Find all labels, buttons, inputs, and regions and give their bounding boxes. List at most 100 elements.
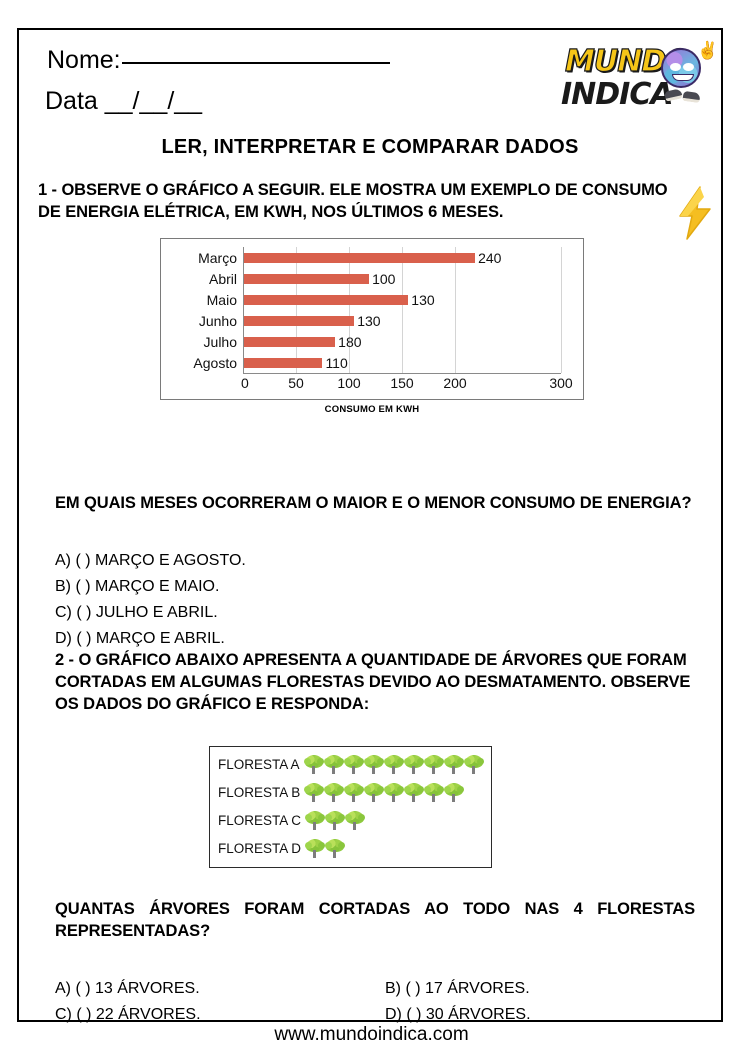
- bar-category-label: Abril: [208, 270, 237, 287]
- tree-icon: [305, 838, 326, 859]
- question1-options: A) ( ) MARÇO E AGOSTO. B) ( ) MARÇO E MAI…: [55, 548, 475, 652]
- student-name-label: Nome:: [47, 46, 121, 74]
- shoe-right-icon: [682, 90, 701, 104]
- logo-text-indica: INDICA: [561, 77, 674, 112]
- question2-options: A) ( ) 13 ÁRVORES. B) ( ) 17 ÁRVORES. C) (…: [55, 976, 715, 1028]
- bar-row: Abril 100: [209, 268, 561, 289]
- mundo-indica-logo: MUNDO INDICA ✌: [557, 36, 718, 122]
- bar: [244, 294, 409, 305]
- bar: [244, 336, 336, 347]
- x-tick-label-0: 0: [241, 375, 249, 391]
- y-axis-line: [243, 247, 244, 373]
- tree-icon: [384, 782, 405, 803]
- tree-icon: [323, 754, 344, 775]
- tree-icon: [343, 754, 364, 775]
- x-tick-label-300: 300: [549, 375, 573, 391]
- tree-icon: [383, 754, 404, 775]
- question1-stem: 1 - OBSERVE O GRÁFICO A SEGUIR. ELE MOST…: [38, 181, 668, 221]
- tree-icon: [345, 810, 366, 831]
- bar-value-label: 240: [478, 249, 502, 266]
- tree-icon: [344, 782, 365, 803]
- question2-option-c[interactable]: C) ( ) 22 ÁRVORES.: [55, 1005, 201, 1023]
- bar: [244, 357, 323, 368]
- gridline-100: [349, 247, 350, 373]
- question1-option-d[interactable]: D) ( ) MARÇO E ABRIL.: [55, 629, 225, 647]
- pictogram-category-label: FLORESTA C: [218, 812, 302, 828]
- tree-icon: [403, 754, 424, 775]
- tree-icon: [424, 782, 445, 803]
- tree-icon: [443, 754, 464, 775]
- bar-value-label: 180: [338, 333, 362, 350]
- x-tick-label-100: 100: [337, 375, 361, 391]
- gridline-50: [296, 247, 297, 373]
- tree-icon: [423, 754, 444, 775]
- tree-strip: [305, 810, 366, 831]
- date-field[interactable]: Data __/__/__: [45, 87, 203, 115]
- bar-row: Maio 130: [207, 289, 561, 310]
- bar-chart-x-axis-title: CONSUMO EM KWH: [324, 404, 420, 415]
- x-axis-line: [243, 373, 561, 374]
- tree-icon: [325, 810, 346, 831]
- tree-icon: [363, 754, 384, 775]
- bar-row: Agosto 110: [193, 352, 561, 373]
- bar: [244, 252, 476, 263]
- bar-chart-x-ticks: 0 50 100 150 200 300: [241, 375, 573, 393]
- bar-category-label: Julho: [203, 333, 237, 350]
- tree-icon: [305, 810, 326, 831]
- pictogram-row: FLORESTA D: [218, 835, 346, 861]
- tree-icon: [444, 782, 465, 803]
- page-title: LER, INTERPRETAR E COMPARAR DADOS: [161, 136, 579, 158]
- question1-sub-question: EM QUAIS MESES OCORRERAM O MAIOR E O MEN…: [55, 494, 692, 512]
- bar-category-label: Agosto: [193, 354, 237, 371]
- globe-character-icon: [661, 48, 701, 88]
- x-tick-label-50: 50: [288, 375, 304, 391]
- energy-consumption-bar-chart: Março 240 Abril 100 Maio 130 Junho 130 Julho 180 A…: [160, 238, 584, 415]
- bar-value-label: 100: [372, 270, 396, 287]
- bar: [244, 315, 355, 326]
- question1-option-c[interactable]: C) ( ) JULHO E ABRIL.: [55, 603, 218, 621]
- tree-icon: [304, 782, 325, 803]
- bar-value-label: 130: [411, 291, 435, 308]
- bar: [244, 273, 370, 284]
- bar-row: Março 240: [198, 247, 561, 268]
- lightning-bolt-icon: [674, 185, 716, 241]
- worksheet-page-border: Nome: Data __/__/__ MUNDO INDICA ✌ LER, …: [17, 28, 723, 1023]
- tree-icon: [324, 782, 345, 803]
- gridline-300: [561, 247, 562, 373]
- student-name-rule: [121, 61, 390, 64]
- bar-value-label: 130: [357, 312, 381, 329]
- tree-strip: [305, 838, 346, 859]
- student-name-field[interactable]: Nome:: [47, 46, 390, 75]
- bar-row: Julho 180: [204, 331, 561, 352]
- tree-icon: [303, 754, 324, 775]
- question2-sub-question: QUANTAS ÁRVORES FORAM CORTADAS AO TODO N…: [55, 900, 695, 941]
- x-tick-label-150: 150: [390, 375, 414, 391]
- bar-category-label: Junho: [198, 312, 237, 329]
- question2-option-d[interactable]: D) ( ) 30 ÁRVORES.: [385, 1005, 531, 1023]
- bar-row: Junho 130: [199, 310, 561, 331]
- pictogram-row: FLORESTA C: [218, 807, 366, 833]
- peace-hand-icon: ✌: [697, 41, 719, 60]
- pictogram-category-label: FLORESTA D: [218, 840, 302, 856]
- site-footer: www.mundoindica.com: [274, 1024, 469, 1045]
- deforestation-pictogram-chart: FLORESTA A FLORESTA B FLORESTA C FLORESTA D: [209, 746, 492, 868]
- pictogram-row: FLORESTA B: [218, 779, 465, 805]
- gridline-150: [402, 247, 403, 373]
- question2-stem: 2 - O GRÁFICO ABAIXO APRESENTA A QUANTID…: [55, 651, 691, 713]
- question1-option-a[interactable]: A) ( ) MARÇO E AGOSTO.: [55, 552, 246, 569]
- gridline-200: [455, 247, 456, 373]
- question2-option-b[interactable]: B) ( ) 17 ÁRVORES.: [385, 980, 530, 997]
- worksheet-header: Nome: Data __/__/__ MUNDO INDICA ✌: [19, 30, 721, 126]
- tree-icon: [404, 782, 425, 803]
- bar-category-label: Março: [198, 249, 237, 266]
- tree-strip: [304, 782, 465, 803]
- tree-icon: [463, 754, 484, 775]
- bar-value-label: 110: [325, 354, 348, 371]
- shoe-left-icon: [664, 88, 683, 102]
- pictogram-category-label: FLORESTA A: [218, 756, 300, 772]
- question2-option-a[interactable]: A) ( ) 13 ÁRVORES.: [55, 980, 200, 997]
- tree-icon: [364, 782, 385, 803]
- pictogram-row: FLORESTA A: [218, 751, 484, 777]
- question1-option-b[interactable]: B) ( ) MARÇO E MAIO.: [55, 577, 220, 595]
- bar-chart-plot-area: Março 240 Abril 100 Maio 130 Junho 130 Julho 180 A…: [193, 247, 562, 374]
